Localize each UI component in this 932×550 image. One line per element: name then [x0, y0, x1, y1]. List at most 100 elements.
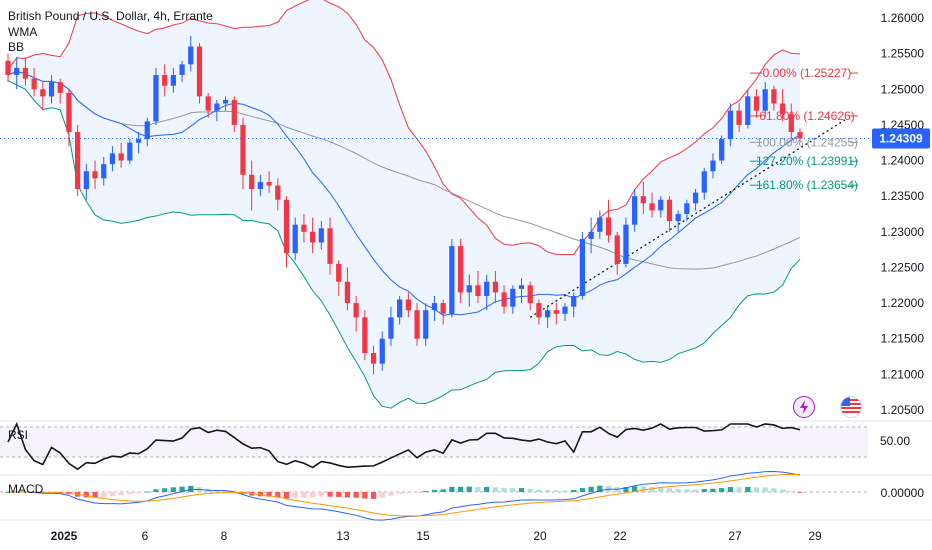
candle[interactable] [135, 132, 142, 154]
candle[interactable] [153, 67, 159, 125]
candle[interactable] [771, 85, 777, 111]
candle[interactable] [301, 214, 307, 243]
candle[interactable] [214, 99, 220, 122]
candle[interactable] [710, 153, 716, 179]
candle[interactable] [475, 271, 481, 304]
macd-label[interactable]: MACD [8, 482, 44, 496]
candle[interactable] [614, 231, 620, 275]
candle[interactable] [292, 217, 298, 261]
candle[interactable] [48, 75, 55, 104]
fib-level[interactable]: 161.80% (1.23654) [750, 178, 858, 192]
fib-level[interactable]: 100.00% (1.24255) [750, 135, 858, 149]
candle[interactable] [22, 57, 29, 86]
candle[interactable] [431, 295, 438, 321]
candle[interactable] [5, 53, 11, 83]
candle[interactable] [266, 171, 272, 193]
candle[interactable] [283, 196, 290, 268]
us-flag-icon[interactable] [840, 396, 862, 418]
candle[interactable] [240, 117, 246, 190]
candle[interactable] [797, 128, 803, 143]
candle[interactable] [379, 331, 385, 371]
candle[interactable] [40, 82, 46, 111]
fib-level[interactable]: 0.00% (1.25227) [750, 66, 858, 80]
candle[interactable] [692, 189, 699, 211]
candle[interactable] [675, 210, 681, 232]
candle[interactable] [449, 238, 455, 318]
candle[interactable] [518, 278, 525, 304]
candle[interactable] [510, 285, 516, 314]
candle[interactable] [727, 103, 733, 147]
wma-indicator-label[interactable]: WMA [8, 25, 38, 39]
candle[interactable] [170, 67, 176, 93]
candle[interactable] [762, 82, 768, 118]
candle[interactable] [588, 217, 594, 254]
candle[interactable] [92, 160, 98, 190]
candle[interactable] [109, 146, 116, 172]
candle[interactable] [536, 299, 542, 325]
candle[interactable] [562, 303, 568, 321]
candle[interactable] [666, 196, 673, 232]
candle[interactable] [318, 221, 324, 250]
candle[interactable] [127, 139, 133, 165]
candle[interactable] [257, 174, 264, 197]
candle[interactable] [162, 64, 168, 97]
rsi-label[interactable]: RSI [8, 428, 28, 442]
candle[interactable] [492, 271, 498, 304]
candle[interactable] [632, 189, 638, 232]
candle[interactable] [405, 292, 411, 318]
candle[interactable] [179, 60, 185, 83]
candle[interactable] [57, 78, 63, 104]
fib-level[interactable]: 61.80% (1.24626) [750, 109, 858, 123]
candle[interactable] [344, 267, 351, 311]
candle[interactable] [527, 281, 533, 311]
candle[interactable] [144, 117, 150, 147]
candle[interactable] [484, 274, 490, 311]
lightning-icon[interactable] [793, 396, 815, 418]
candle[interactable] [605, 199, 612, 243]
candle[interactable] [118, 142, 124, 168]
candle[interactable] [205, 92, 211, 118]
candle[interactable] [788, 103, 794, 140]
candle[interactable] [701, 167, 707, 200]
candle[interactable] [466, 274, 472, 307]
candle[interactable] [14, 57, 20, 90]
candle[interactable] [736, 103, 742, 133]
candle[interactable] [370, 345, 377, 375]
candle[interactable] [640, 181, 646, 214]
candle[interactable] [597, 210, 603, 239]
candle[interactable] [440, 299, 446, 325]
candle[interactable] [362, 310, 368, 361]
candle[interactable] [658, 196, 664, 218]
candle[interactable] [544, 306, 551, 329]
candle[interactable] [231, 96, 237, 133]
candle[interactable] [719, 135, 725, 165]
candle[interactable] [249, 160, 255, 211]
candle[interactable] [353, 295, 359, 332]
candle[interactable] [66, 89, 72, 147]
candle[interactable] [423, 303, 429, 346]
candle[interactable] [222, 96, 229, 111]
fib-level[interactable]: 127.20% (1.23991) [750, 154, 858, 168]
candle[interactable] [75, 124, 81, 197]
candle[interactable] [83, 164, 89, 200]
candle[interactable] [553, 303, 559, 325]
candle[interactable] [745, 89, 751, 129]
candle[interactable] [457, 238, 464, 304]
bb-indicator-label[interactable]: BB [8, 40, 25, 54]
candle[interactable] [388, 306, 394, 346]
candle[interactable] [310, 217, 316, 254]
candle[interactable] [101, 156, 107, 186]
symbol-title[interactable]: British Pound / U.S. Dollar, 4h, Errante [8, 9, 213, 23]
candle[interactable] [31, 67, 37, 97]
candle[interactable] [623, 217, 629, 268]
candle[interactable] [336, 260, 342, 296]
candle[interactable] [753, 89, 760, 118]
candle[interactable] [414, 303, 420, 346]
candle[interactable] [397, 295, 403, 325]
candle[interactable] [188, 35, 194, 72]
candle[interactable] [275, 178, 281, 211]
candle[interactable] [501, 285, 507, 314]
candle[interactable] [571, 292, 577, 318]
candle[interactable] [327, 217, 333, 275]
